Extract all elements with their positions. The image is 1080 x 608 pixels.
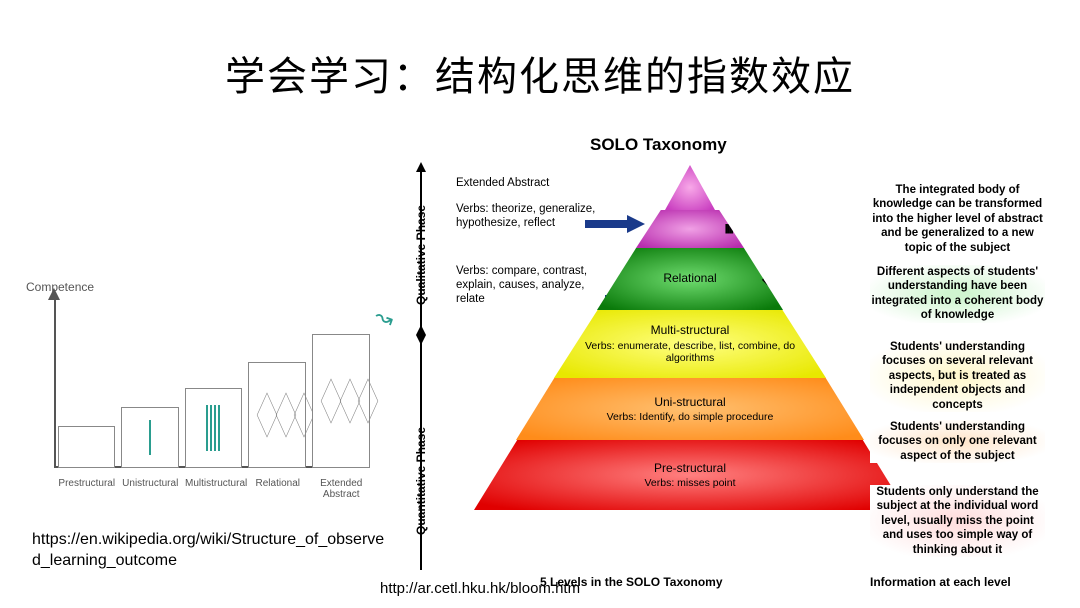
phase-label-top: Qualitative Phase [414, 205, 428, 305]
level-description: Different aspects of students' understan… [870, 265, 1045, 323]
pyramid-title: SOLO Taxonomy [590, 135, 727, 155]
solo-pyramid: SOLO Taxonomy Qualitative Phase Quantita… [420, 135, 1060, 595]
barchart-bars: ↝ [54, 308, 370, 468]
bar-label: Prestructural [58, 478, 116, 500]
pyramid-layer: IIII [636, 210, 744, 248]
bar [248, 362, 306, 468]
bar [121, 407, 178, 468]
phase-label-bottom: Quantitative Phase [414, 427, 428, 535]
bar [185, 388, 242, 468]
pyramid-layer: Uni-structuralVerbs: Identify, do simple… [516, 378, 864, 440]
level-description: Students' understanding focuses on only … [870, 420, 1045, 463]
pyramid-caption: 5 Levels in the SOLO Taxonomy [540, 575, 723, 589]
pyramid-layer: Multi-structuralVerbs: enumerate, descri… [554, 310, 826, 378]
bar-label: Multistructural [185, 478, 243, 500]
bar: ↝ [312, 334, 370, 468]
level-description: The integrated body of knowledge can be … [870, 183, 1045, 255]
bar [58, 426, 115, 468]
level-description: Students' understanding focuses on sever… [870, 340, 1045, 412]
bar-label: Relational [249, 478, 307, 500]
barchart-ylabel: Competence [26, 280, 94, 294]
bar-label: Extended Abstract [313, 478, 371, 500]
pyramid-layer: Relational◇ [597, 248, 783, 310]
barchart-labels: Prestructural UnistructuralMultistructura… [54, 478, 370, 500]
competence-barchart: Competence ↝ Prestructural UnistructuralM… [20, 280, 380, 500]
pyramid-layer: Pre-structuralVerbs: misses point [474, 440, 906, 510]
bar-label: Unistructural [122, 478, 180, 500]
pyramid-layers: IIIIRelational◇Multi-structuralVerbs: en… [490, 165, 890, 565]
pyramid-layer [665, 165, 715, 210]
page-title: 学会学习：结构化思维的指数效应 [0, 44, 1080, 102]
right-column-header: Information at each level [870, 575, 1011, 589]
source-url-1: https://en.wikipedia.org/wiki/Structure_… [32, 530, 392, 572]
level-description: Students only understand the subject at … [870, 485, 1045, 557]
